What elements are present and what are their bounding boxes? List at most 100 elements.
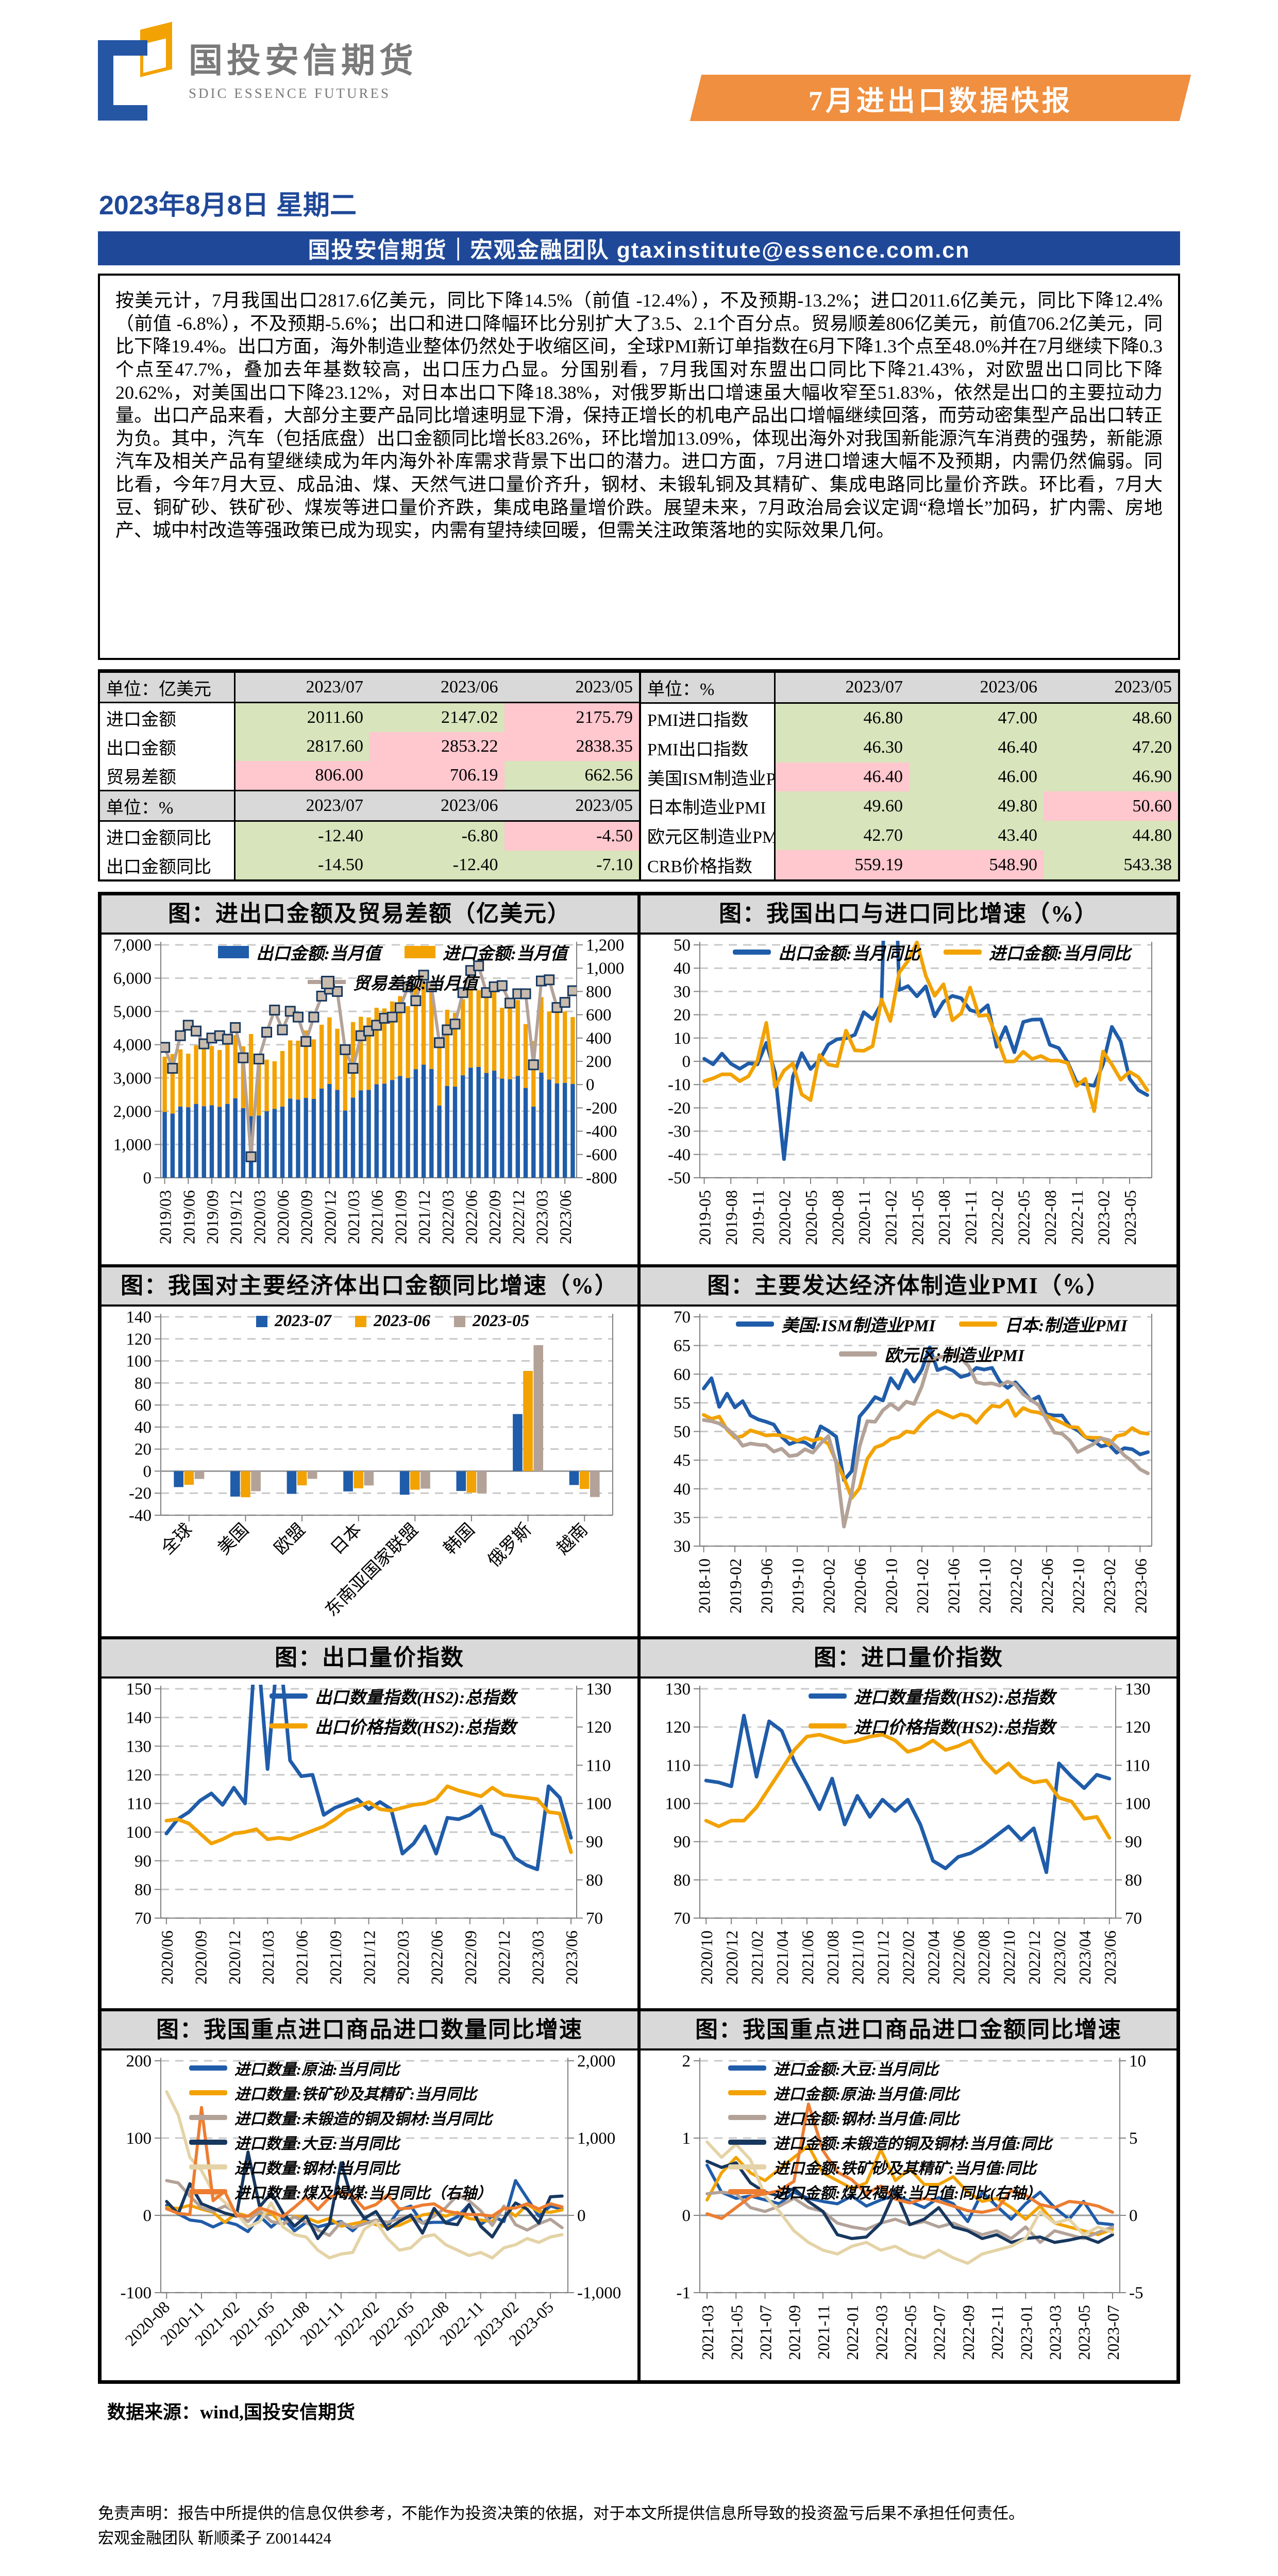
report-title-badge: 7月进出口数据快报 [690, 75, 1191, 121]
svg-text:2020-02: 2020-02 [819, 1558, 838, 1614]
svg-text:70: 70 [134, 1909, 152, 1928]
svg-text:1,000: 1,000 [577, 2129, 615, 2148]
chart-title: 图：进出口金额及贸易差额（亿美元） [102, 895, 637, 935]
svg-text:2021/09: 2021/09 [391, 1190, 410, 1244]
svg-text:2019-02: 2019-02 [726, 1558, 745, 1614]
svg-text:2022-02: 2022-02 [988, 1190, 1006, 1245]
chart-pmi: 图：主要发达经济体制造业PMI（%） 美国:ISM制造业PMI 日本:制造业PMI… [639, 1266, 1178, 1638]
svg-text:2022-03: 2022-03 [872, 2305, 890, 2360]
table-cell-value: 2147.02 [369, 702, 505, 732]
svg-text:120: 120 [586, 1718, 612, 1737]
svg-text:2022-01: 2022-01 [843, 2305, 862, 2360]
svg-text:2022-05: 2022-05 [1015, 1190, 1033, 1245]
svg-text:日本: 日本 [327, 1520, 365, 1558]
svg-text:20: 20 [674, 1006, 691, 1025]
svg-text:2020-10: 2020-10 [882, 1558, 900, 1614]
table-cell-value: 2023/06 [369, 790, 505, 822]
svg-text:2019-06: 2019-06 [758, 1558, 776, 1614]
table-cell-value: 47.00 [909, 703, 1044, 733]
disclaimer-line1: 免责声明：报告中所提供的信息仅供参考，不能作为投资决策的依据，对于本文所提供信息… [98, 2504, 1024, 2522]
svg-text:2022/12: 2022/12 [509, 1190, 528, 1244]
svg-text:2021-08: 2021-08 [935, 1190, 953, 1245]
svg-text:2019/12: 2019/12 [227, 1190, 245, 1244]
chart-title: 图：主要发达经济体制造业PMI（%） [641, 1267, 1176, 1307]
table-row-label: 贸易差额 [100, 761, 236, 791]
svg-text:2022-08: 2022-08 [1041, 1190, 1060, 1245]
svg-text:2023/06: 2023/06 [1101, 1930, 1119, 1985]
svg-text:0: 0 [1129, 2207, 1138, 2225]
disclaimer: 免责声明：报告中所提供的信息仅供参考，不能作为投资决策的依据，对于本文所提供信息… [98, 2501, 1180, 2551]
chart-title: 图：我国重点进口商品进口数量同比增速 [102, 2011, 637, 2050]
svg-text:90: 90 [1125, 1833, 1142, 1852]
svg-text:2019-11: 2019-11 [749, 1190, 767, 1244]
svg-text:2020-11: 2020-11 [855, 1190, 873, 1244]
table-cell-value: 44.80 [1044, 821, 1178, 851]
table-cell-value: -12.40 [369, 851, 505, 879]
svg-text:2023-03: 2023-03 [1046, 2305, 1065, 2360]
svg-text:120: 120 [126, 1766, 152, 1785]
table-cell-value: 2853.22 [369, 732, 505, 761]
svg-text:2020/09: 2020/09 [191, 1930, 210, 1985]
svg-text:-10: -10 [668, 1076, 691, 1094]
svg-text:2020-02: 2020-02 [775, 1190, 794, 1245]
svg-text:2021/12: 2021/12 [415, 1190, 433, 1244]
table-cell-value: 2023/06 [369, 671, 505, 703]
svg-text:35: 35 [674, 1509, 691, 1527]
svg-text:70: 70 [1125, 1909, 1142, 1928]
svg-text:70: 70 [674, 1909, 691, 1928]
svg-text:2023-02: 2023-02 [1100, 1558, 1119, 1614]
svg-text:0: 0 [143, 1462, 152, 1481]
svg-text:0: 0 [577, 2207, 586, 2225]
svg-text:2021-02: 2021-02 [913, 1558, 932, 1614]
charts-grid: 图：进出口金额及贸易差额（亿美元） 出口金额:当月值 进口金额:当月值 贸易差额:当… [98, 892, 1180, 2384]
chart-canvas: -50 -40 -30 -20 -10 0 10 20 30 40 50 2019-05 2019-08… [668, 936, 1152, 1245]
table-cell-value: 49.60 [775, 791, 909, 821]
svg-text:130: 130 [665, 1680, 691, 1699]
svg-text:2023/03: 2023/03 [532, 1190, 551, 1244]
svg-text:30: 30 [674, 982, 691, 1001]
svg-text:0: 0 [682, 1053, 691, 1071]
svg-text:2022/10: 2022/10 [1000, 1930, 1018, 1985]
table-left: 单位：亿美元 2023/07 2023/06 2023/05 进口金额 2011.60 21… [100, 671, 639, 879]
table-cell-value: 2023/06 [909, 671, 1044, 704]
svg-text:2020/09: 2020/09 [297, 1190, 316, 1244]
svg-text:70: 70 [586, 1909, 603, 1928]
table-row: 出口金额同比 -14.50 -12.40 -7.10 [100, 851, 639, 879]
table-row: 进口金额同比 -12.40 -6.80 -4.50 [100, 821, 639, 851]
svg-text:2023-05: 2023-05 [1075, 2305, 1094, 2360]
report-date: 2023年8月8日 星期二 [99, 191, 357, 221]
svg-text:130: 130 [1125, 1680, 1151, 1699]
svg-text:2020/12: 2020/12 [722, 1930, 741, 1985]
chart-canvas: -40 -20 0 20 40 60 80 100 120 140 全球 美国 欧盟 日本东南亚国家联盟韩… [126, 1308, 613, 1620]
svg-text:5,000: 5,000 [113, 1003, 152, 1021]
svg-text:2020/06: 2020/06 [274, 1190, 292, 1244]
svg-text:-1,000: -1,000 [577, 2284, 621, 2302]
svg-text:2019/09: 2019/09 [203, 1190, 222, 1244]
svg-text:2022-02: 2022-02 [1006, 1558, 1025, 1614]
svg-text:2020-06: 2020-06 [851, 1558, 869, 1614]
svg-text:45: 45 [674, 1451, 691, 1470]
table-cell-value: 46.30 [775, 733, 909, 762]
svg-text:2023/03: 2023/03 [529, 1930, 547, 1985]
table-row-label: 出口金额 [100, 732, 236, 761]
svg-text:40: 40 [674, 959, 691, 978]
svg-text:0: 0 [143, 1169, 152, 1188]
svg-text:2021/09: 2021/09 [326, 1930, 345, 1985]
table-row-label: 进口金额 [100, 702, 236, 732]
table-row: 出口金额 2817.60 2853.22 2838.35 [100, 732, 639, 761]
company-logo: 国投安信期货 SDIC ESSENCE FUTURES [98, 22, 1180, 121]
chart-title: 图：我国出口与进口同比增速（%） [641, 895, 1176, 935]
table-row-label: PMI出口指数 [640, 733, 776, 762]
svg-text:2020/10: 2020/10 [697, 1930, 716, 1985]
svg-text:-50: -50 [668, 1169, 691, 1188]
svg-text:200: 200 [126, 2052, 152, 2071]
table-cell-value: 49.80 [909, 791, 1044, 821]
svg-text:2021/03: 2021/03 [344, 1190, 363, 1244]
svg-text:2022-07: 2022-07 [930, 2305, 949, 2360]
svg-text:40: 40 [674, 1480, 691, 1499]
table-row-label: 日本制造业PMI [640, 791, 776, 821]
table-cell-value: 2023/07 [775, 671, 909, 704]
table-cell-value: 2023/05 [504, 671, 639, 703]
table-row-label: 进口金额同比 [100, 821, 236, 851]
svg-text:60: 60 [134, 1396, 152, 1415]
